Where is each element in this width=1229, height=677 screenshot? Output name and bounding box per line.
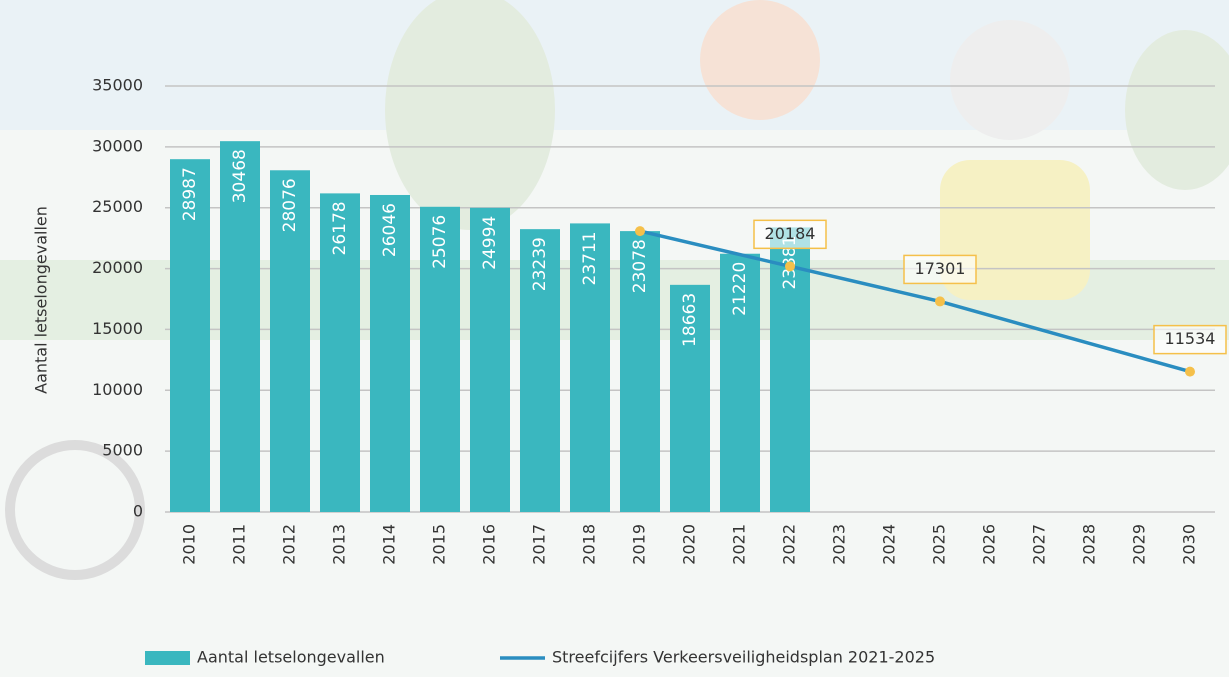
x-tick-label: 2027: [1030, 524, 1049, 565]
bar: [370, 194, 410, 512]
bar-value-label: 24994: [480, 216, 500, 270]
x-tick-label: 2026: [980, 524, 999, 565]
legend-swatch: [145, 651, 190, 665]
value-label-box: [1153, 324, 1227, 355]
x-tick-label: 2019: [630, 524, 649, 565]
x-tick-label: 2018: [580, 524, 599, 565]
x-tick-label: 2030: [1180, 524, 1199, 565]
bar-value-label: 21220: [730, 262, 750, 316]
x-tick-label: 2028: [1080, 524, 1099, 565]
x-tick-label: 2011: [230, 524, 249, 565]
target-line: [639, 229, 1191, 374]
bar-value-label: 28076: [280, 178, 300, 232]
figure: [700, 0, 820, 120]
bar: [670, 284, 710, 512]
bar: [720, 253, 760, 512]
y-tick-label: 0: [133, 502, 143, 521]
bar-value-label: 23711: [580, 231, 600, 285]
line-marker: [935, 296, 945, 307]
x-tick-label: 2023: [830, 524, 849, 565]
line-value-label: 11534: [1165, 329, 1216, 348]
x-tick-label: 2010: [180, 524, 199, 565]
figure: [940, 160, 1090, 300]
bar: [270, 170, 310, 513]
bar-value-label: 25076: [430, 215, 450, 269]
bar-value-label: 30468: [230, 149, 250, 203]
line-marker: [635, 226, 645, 237]
bar-value-label: 26178: [330, 201, 350, 255]
line-value-label: 20184: [765, 224, 816, 243]
bar: [520, 229, 560, 512]
line-value-label: 17301: [915, 259, 966, 278]
x-tick-label: 2015: [430, 524, 449, 565]
x-tick-label: 2020: [680, 524, 699, 565]
bar: [320, 193, 360, 512]
figure: [950, 20, 1070, 140]
bar-value-label: 26046: [380, 203, 400, 257]
bar: [770, 227, 810, 512]
bar-value-label: 28987: [180, 167, 200, 221]
x-tick-label: 2014: [380, 524, 399, 565]
wheel: [5, 440, 145, 580]
bar: [420, 206, 460, 513]
bar: [620, 231, 660, 512]
bar: [470, 207, 510, 513]
y-tick-label: 35000: [92, 76, 143, 95]
y-tick-label: 10000: [92, 380, 143, 399]
x-tick-label: 2024: [880, 524, 899, 565]
bar: [220, 141, 260, 512]
x-tick-label: 2012: [280, 524, 299, 565]
bar-value-label: 23078: [630, 239, 650, 293]
value-label-box: [753, 219, 827, 250]
legend-label: Streefcijfers Verkeersveiligheidsplan 20…: [552, 648, 935, 667]
x-tick-label: 2016: [480, 524, 499, 565]
bar: [170, 159, 210, 512]
bar-value-label: 18663: [680, 293, 700, 347]
x-tick-label: 2025: [930, 524, 949, 565]
y-tick-label: 30000: [92, 136, 143, 155]
y-tick-label: 20000: [92, 258, 143, 277]
bar: [570, 223, 610, 512]
legend-label: Aantal letselongevallen: [197, 648, 385, 667]
tree: [385, 0, 555, 230]
x-tick-label: 2022: [780, 524, 799, 565]
y-tick-label: 25000: [92, 197, 143, 216]
y-tick-label: 5000: [102, 441, 143, 460]
bar-value-label: 23239: [530, 237, 550, 291]
x-tick-label: 2017: [530, 524, 549, 565]
x-tick-label: 2029: [1130, 524, 1149, 565]
x-tick-label: 2013: [330, 524, 349, 565]
value-label-box: [903, 254, 977, 285]
x-tick-label: 2021: [730, 524, 749, 565]
line-marker: [785, 261, 795, 272]
tree: [1125, 30, 1229, 190]
y-tick-label: 15000: [92, 319, 143, 338]
y-axis-label: Aantal letselongevallen: [32, 206, 51, 394]
line-marker: [1185, 366, 1195, 377]
